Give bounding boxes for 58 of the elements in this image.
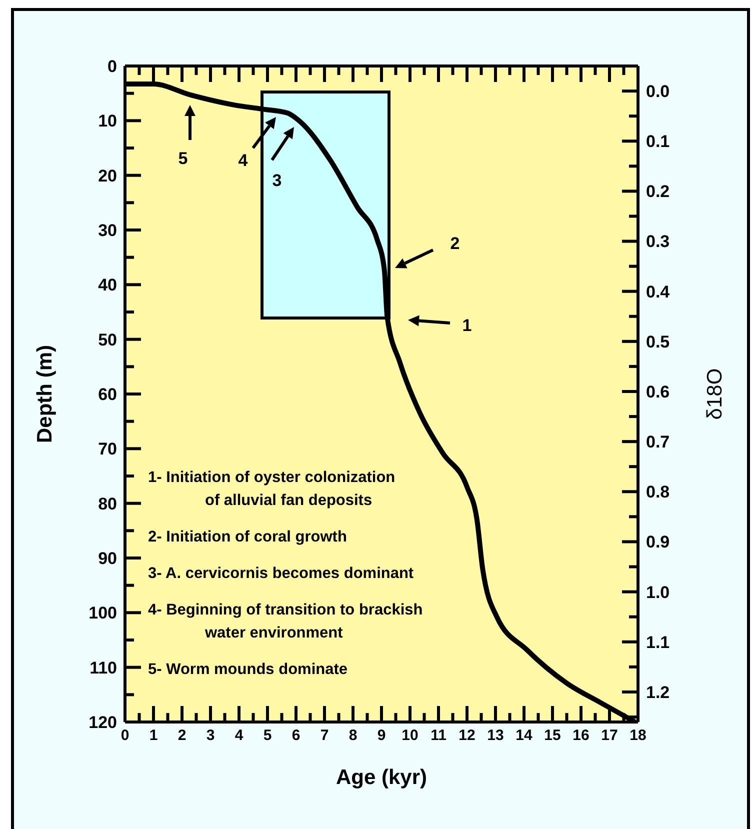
y2-tick-label: 1.2 xyxy=(646,682,670,702)
x-tick-label: 8 xyxy=(348,727,358,744)
annotation: 3- A. cervicornis becomes dominant xyxy=(148,565,414,582)
annotation: 4- Beginning of transition to brackish water environment xyxy=(148,602,423,642)
x-tick-label: 13 xyxy=(487,727,504,744)
annotation: 5- Worm mounds dominate xyxy=(148,661,348,678)
x-tick-label: 16 xyxy=(572,727,590,744)
y2-tick-label: 0.6 xyxy=(646,382,670,402)
annotation: 3 xyxy=(272,170,282,190)
y-tick-label: 50 xyxy=(98,330,117,350)
x-tick-label: 4 xyxy=(234,727,244,744)
y2-tick-label: 0.1 xyxy=(646,132,670,152)
x-tick-label: 6 xyxy=(292,727,300,744)
y2-tick-label: 1.1 xyxy=(646,632,670,652)
annotation: 4 xyxy=(238,150,248,170)
x-tick-label: 1 xyxy=(149,727,158,744)
x-tick-label: 7 xyxy=(320,727,329,744)
annotation: 2 xyxy=(450,234,460,253)
y2-tick-label: 0.2 xyxy=(646,182,670,202)
y-tick-label: 110 xyxy=(90,658,117,678)
y-tick-label: 70 xyxy=(98,440,117,459)
x-tick-label: 10 xyxy=(402,727,418,744)
annotation: 1- Initiation of oyster colonization of alluvial fan deposits xyxy=(148,469,396,509)
y-tick-label: 120 xyxy=(88,712,117,732)
x-tick-label: 0 xyxy=(120,727,130,744)
y-tick-label: 20 xyxy=(98,166,117,186)
y2-tick-label: 0.8 xyxy=(646,482,670,502)
y-tick-label: 0 xyxy=(108,56,117,76)
y2-tick-label: 1.0 xyxy=(646,582,670,602)
y-tick-label: 40 xyxy=(98,276,117,295)
x-axis-title: Age (kyr) xyxy=(336,766,428,789)
x-tick-label: 18 xyxy=(630,727,646,744)
x-tick-label: 3 xyxy=(206,727,215,744)
y2-tick-label: 0.0 xyxy=(646,82,670,101)
y2-axis-title: δ18O xyxy=(703,368,726,420)
y-tick-label: 10 xyxy=(98,112,117,131)
annotation: 5 xyxy=(178,148,188,168)
y-tick-label: 30 xyxy=(98,220,117,240)
annotation: 2- Initiation of coral growth xyxy=(148,528,347,546)
x-tick-label: 17 xyxy=(601,727,618,744)
x-tick-label: 2 xyxy=(178,727,186,744)
y2-tick-label: 0.3 xyxy=(646,232,670,252)
y2-tick-label: 0.9 xyxy=(646,532,670,552)
x-tick-label: 11 xyxy=(430,727,446,744)
y-tick-label: 60 xyxy=(98,384,117,404)
x-tick-label: 15 xyxy=(544,727,561,744)
y2-tick-label: 0.5 xyxy=(646,332,670,352)
annotation: 1 xyxy=(462,316,472,335)
y2-tick-label: 0.4 xyxy=(646,282,670,302)
y-axis-title: Depth (m) xyxy=(33,345,56,443)
y-tick-label: 80 xyxy=(98,494,117,514)
x-tick-label: 5 xyxy=(263,727,272,744)
x-tick-label: 12 xyxy=(458,727,476,744)
x-tick-label: 9 xyxy=(377,727,386,744)
y-tick-label: 90 xyxy=(98,548,117,568)
y2-tick-label: 0.7 xyxy=(646,432,670,452)
x-tick-label: 14 xyxy=(516,727,533,744)
y-tick-label: 100 xyxy=(88,604,117,623)
